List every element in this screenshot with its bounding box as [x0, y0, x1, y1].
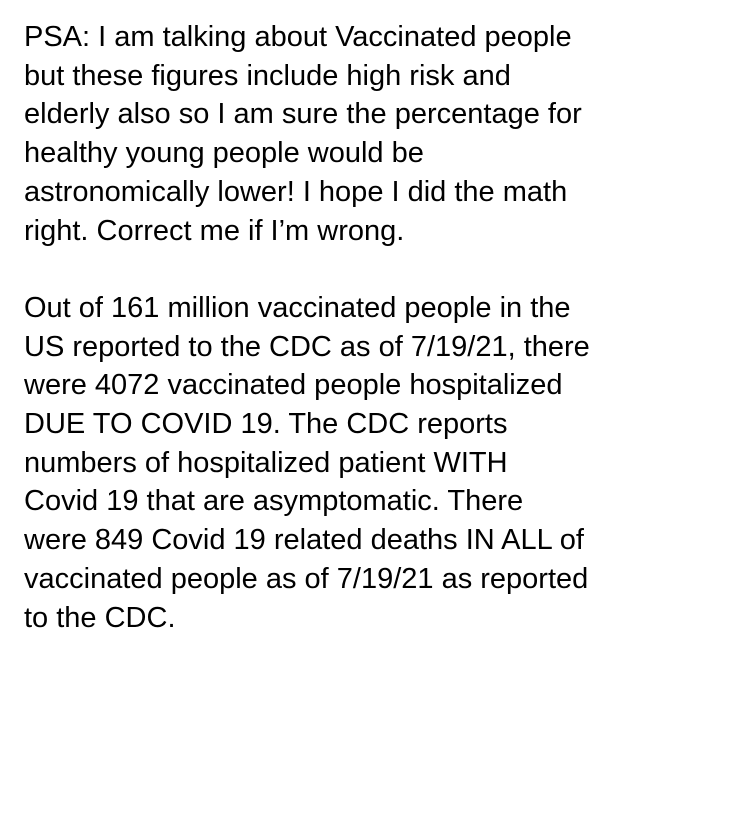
- text-line: elderly also so I am sure the percentage…: [24, 98, 582, 131]
- text-line: were 849 Covid 19 related deaths IN ALL …: [24, 524, 584, 557]
- text-line: PSA: I am talking about Vaccinated peopl…: [24, 21, 572, 53]
- text-line: but these figures include high risk and: [24, 59, 511, 92]
- note-body: PSA: I am talking about Vaccinated peopl…: [24, 18, 739, 637]
- paragraph-psa: PSA: I am talking about Vaccinated peopl…: [24, 18, 739, 250]
- text-line: astronomically lower! I hope I did the m…: [24, 175, 568, 208]
- text-line: DUE TO COVID 19. The CDC reports: [24, 408, 508, 441]
- text-line: numbers of hospitalized patient WITH: [24, 446, 508, 479]
- paragraph-spacer: [24, 250, 739, 289]
- text-line: to the CDC.: [24, 601, 176, 634]
- text-line: were 4072 vaccinated people hospitalized: [24, 369, 563, 402]
- text-line: right. Correct me if I’m wrong.: [24, 214, 405, 247]
- text-line: US reported to the CDC as of 7/19/21, th…: [24, 330, 590, 363]
- text-line: Out of 161 million vaccinated people in …: [24, 291, 571, 324]
- text-line: healthy young people would be: [24, 137, 424, 170]
- text-line: Covid 19 that are asymptomatic. There: [24, 485, 524, 518]
- paragraph-statistics: Out of 161 million vaccinated people in …: [24, 289, 739, 637]
- text-line: vaccinated people as of 7/19/21 as repor…: [24, 562, 589, 595]
